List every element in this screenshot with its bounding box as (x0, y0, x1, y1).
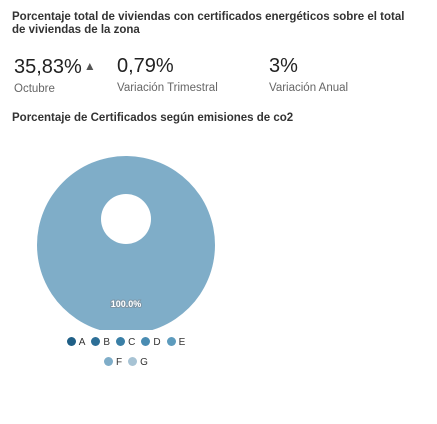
legend-label: F (116, 357, 123, 368)
kpi-row: 35,83% ▲ Octubre 0,79% Variación Trimestr… (14, 55, 434, 99)
kpi-percentage: 35,83% ▲ Octubre (14, 55, 96, 95)
legend-label: C (128, 337, 136, 348)
legend-item-D[interactable]: D (141, 333, 161, 353)
legend-item-C[interactable]: C (116, 333, 135, 353)
legend-item-E[interactable]: E (166, 333, 186, 353)
legend-dot-icon (141, 337, 151, 346)
kpi-annual-variation: 3% Variación Anual (269, 55, 348, 94)
legend-label: B (103, 337, 111, 348)
legend-item-G[interactable]: G (128, 353, 148, 373)
trend-up-icon: ▲ (83, 59, 96, 73)
legend-item-A[interactable]: A (66, 333, 86, 353)
kpi-value-text: 35,83% (14, 56, 82, 78)
legend-dot-icon (104, 357, 114, 366)
legend-label: G (140, 357, 148, 368)
kpi-label: Variación Trimestral (117, 82, 218, 94)
kpi-value: 35,83% ▲ (14, 55, 96, 78)
chart-title: Porcentaje de Certificados según emision… (12, 112, 294, 124)
pie-center-dot (101, 194, 151, 244)
kpi-label: Octubre (14, 83, 55, 95)
pie-data-label: 100.0% (111, 299, 142, 309)
legend-label: D (153, 337, 161, 348)
kpi-value: 0,79% (117, 55, 174, 77)
kpi-label: Variación Anual (269, 82, 349, 94)
header-title: Porcentaje total de viviendas con certif… (12, 11, 405, 36)
legend-label: E (178, 337, 186, 348)
legend-label: A (78, 337, 86, 348)
kpi-quarterly-variation: 0,79% Variación Trimestral (117, 55, 218, 94)
legend-item-B[interactable]: B (91, 333, 110, 353)
pie-chart: 100.0% (37, 156, 215, 330)
legend-dot-icon (91, 337, 101, 346)
legend-item-F[interactable]: F (104, 353, 122, 373)
legend-dot-icon (166, 337, 176, 346)
legend-dot-icon (116, 337, 126, 346)
legend-dot-icon (66, 337, 76, 346)
kpi-value: 3% (269, 55, 298, 77)
legend-row: A B C D E (0, 333, 252, 353)
legend-dot-icon (128, 357, 138, 366)
